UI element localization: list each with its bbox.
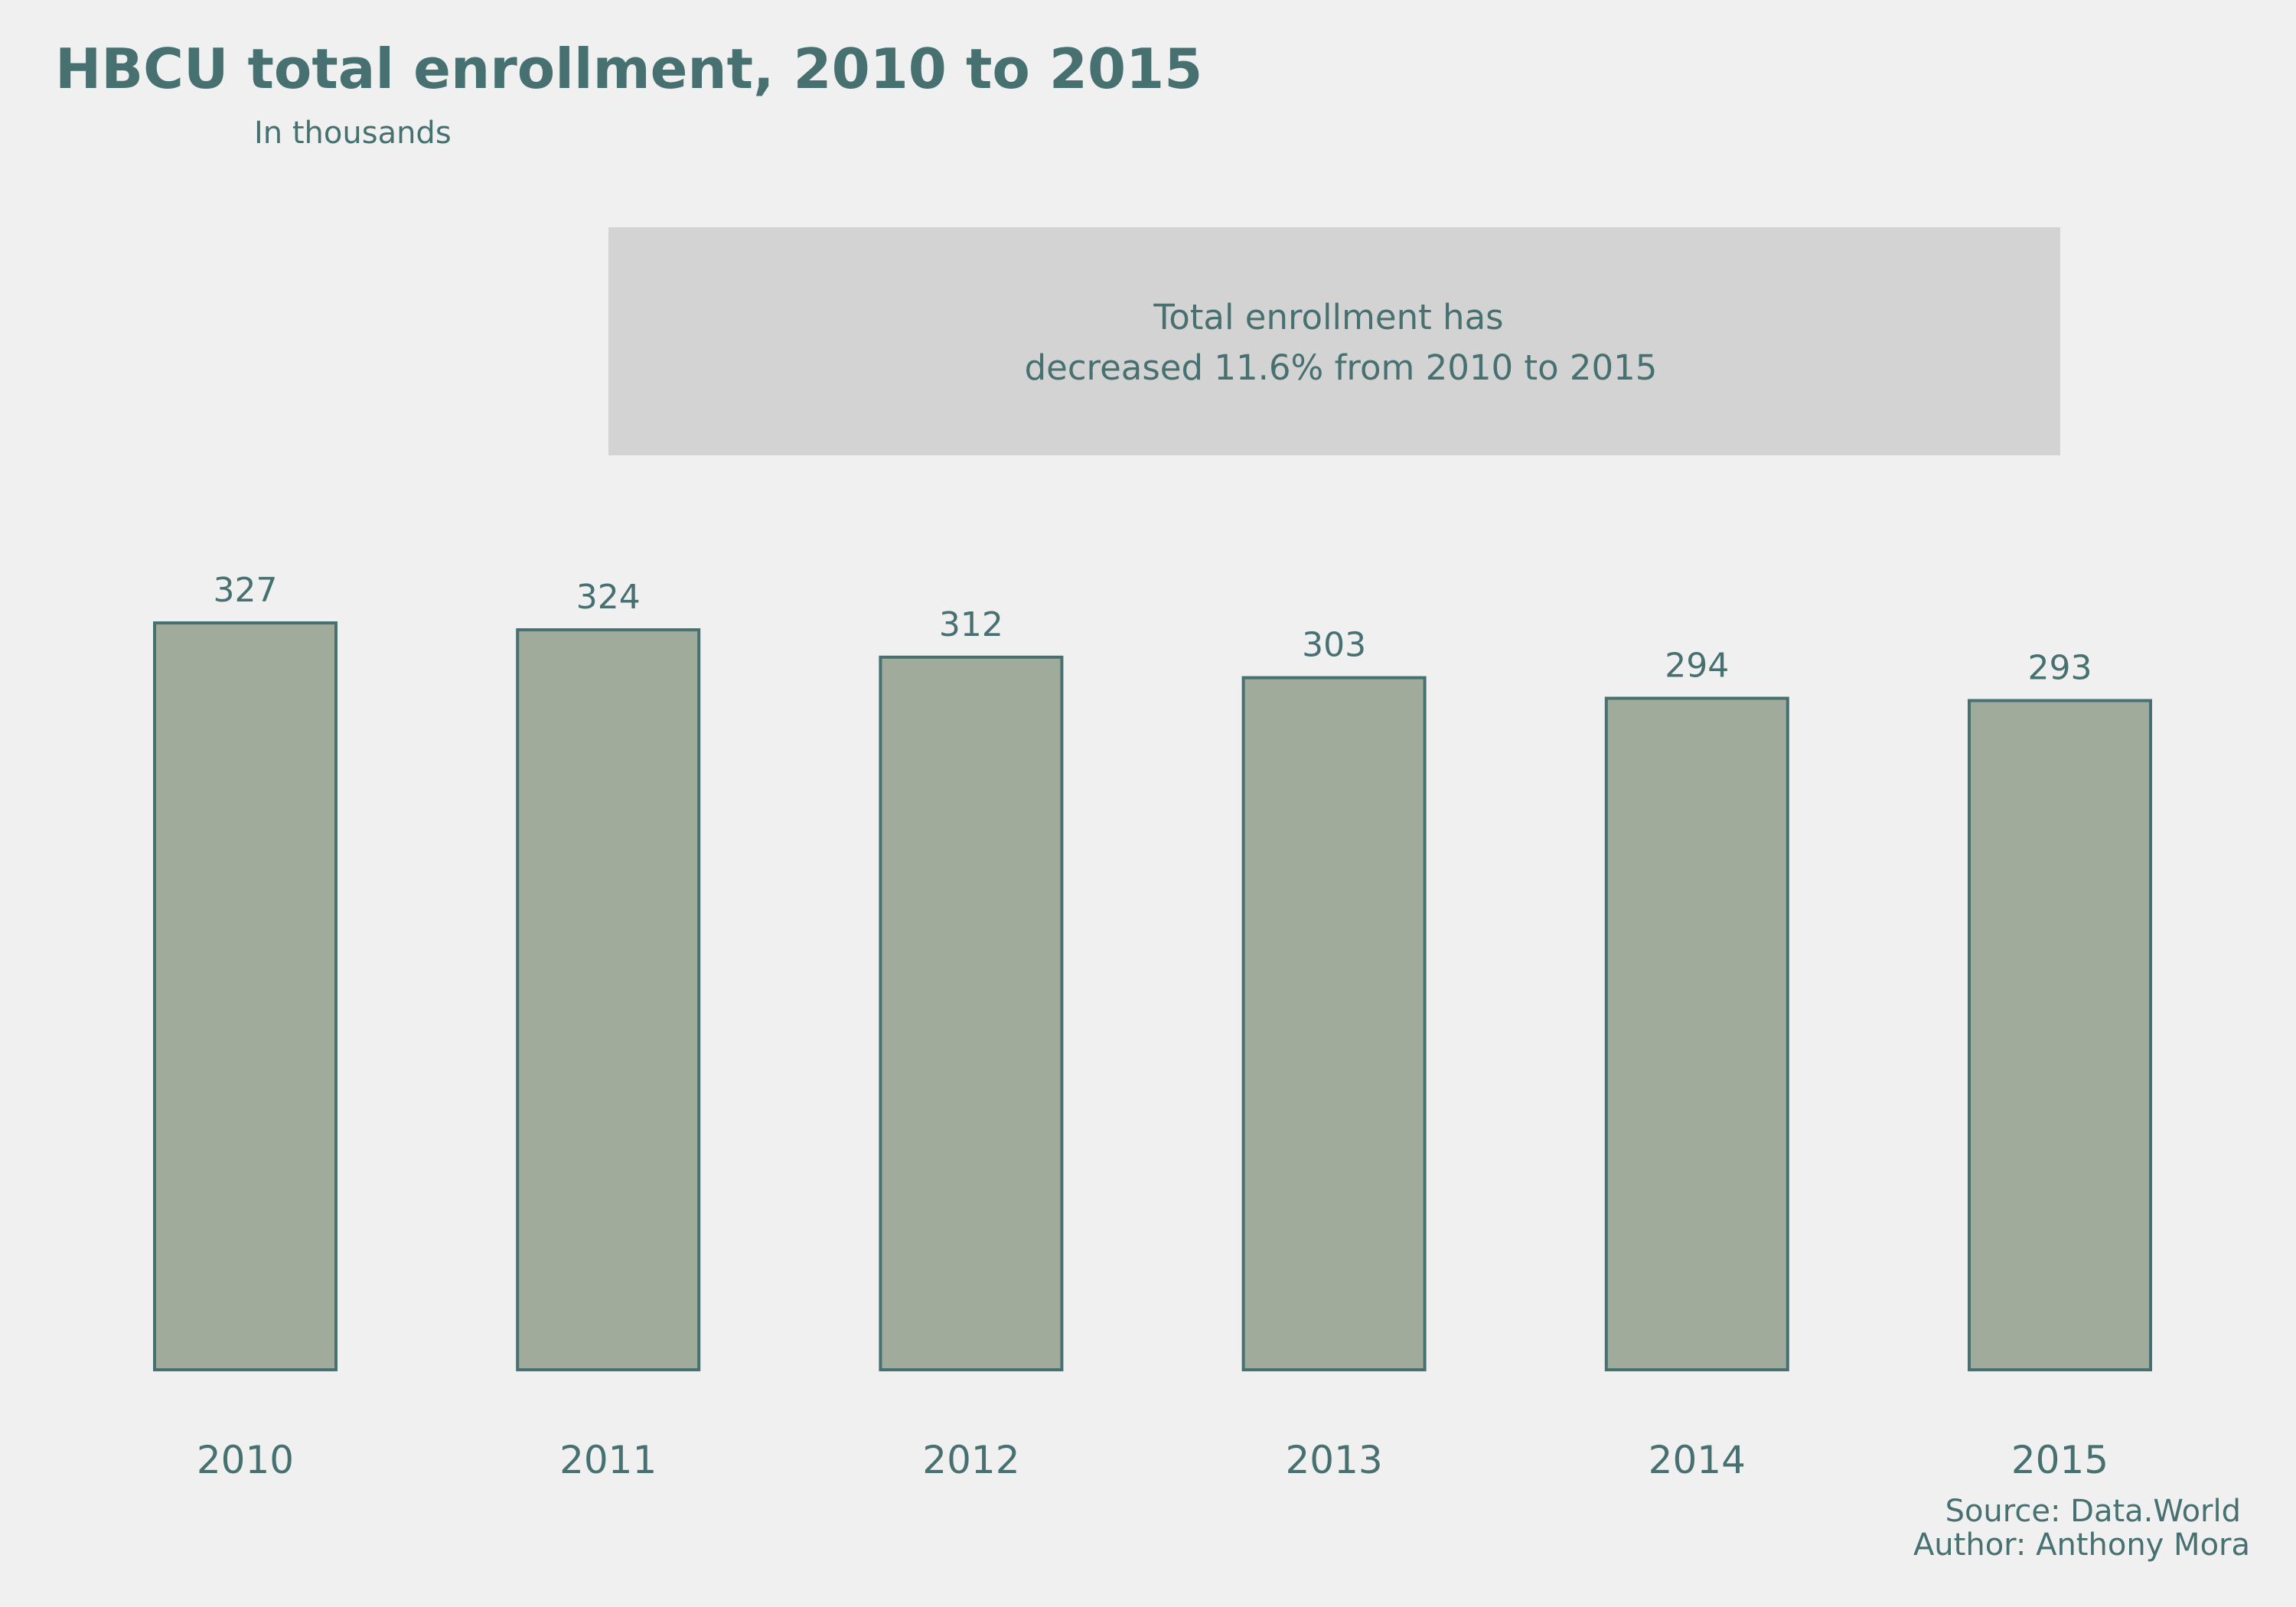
x-tick-label-2011: 2011 [559, 1438, 657, 1482]
data-label-2012: 312 [939, 605, 1003, 644]
x-tick-labels-layer: 2010 2011 2012 2013 2014 2015 [197, 1438, 2108, 1482]
chart-subtitle: In thousands [254, 116, 452, 151]
data-label-2013: 303 [1302, 626, 1366, 665]
bars-layer [153, 621, 2152, 1371]
bar-2013 [1241, 676, 1427, 1371]
source-caption: Source: Data.World [1945, 1494, 2241, 1529]
bar-2011 [516, 628, 701, 1371]
x-tick-label-2010: 2010 [197, 1438, 294, 1482]
bar-2015 [1968, 699, 2152, 1371]
bar-2010 [153, 621, 338, 1371]
data-label-2011: 324 [576, 578, 641, 617]
chart-title: HBCU total enrollment, 2010 to 2015 [55, 37, 1202, 101]
data-label-2015: 293 [2028, 649, 2092, 688]
annotation-line-2: decreased 11.6% from 2010 to 2015 [1025, 347, 1658, 388]
data-labels-layer: 327 324 312 303 294 293 [214, 571, 2092, 688]
x-tick-label-2013: 2013 [1285, 1438, 1382, 1482]
x-tick-label-2012: 2012 [922, 1438, 1019, 1482]
data-label-2010: 327 [214, 571, 278, 610]
annotation-box [608, 227, 2060, 455]
x-tick-label-2015: 2015 [2011, 1438, 2108, 1482]
author-caption: Author: Anthony Mora [1913, 1527, 2250, 1563]
bar-2014 [1604, 696, 1789, 1371]
annotation-line-1: Total enrollment has [1153, 297, 1503, 337]
x-tick-label-2014: 2014 [1649, 1438, 1746, 1482]
data-label-2014: 294 [1665, 647, 1729, 686]
bar-2012 [879, 655, 1064, 1371]
